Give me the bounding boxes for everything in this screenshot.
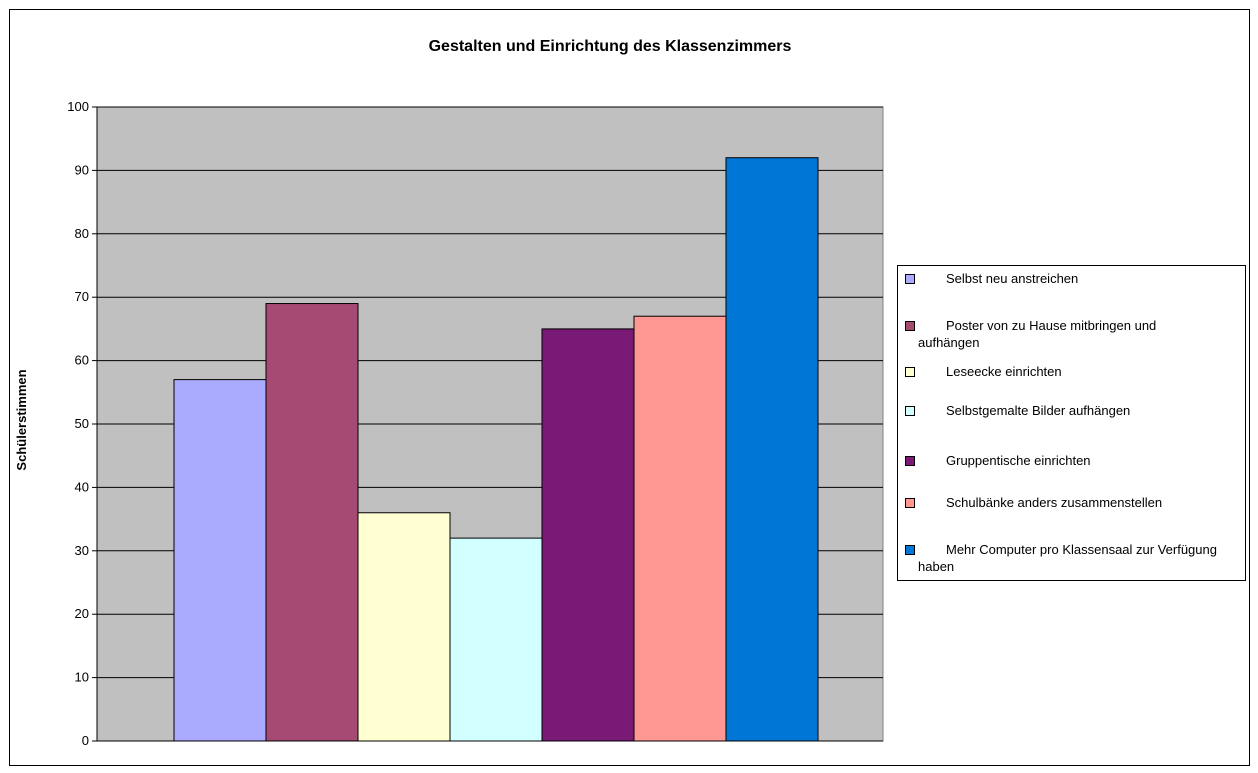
y-tick-label: 0 — [82, 733, 89, 748]
legend-label: Selbstgemalte Bilder aufhängen — [946, 403, 1131, 418]
bar — [633, 315, 727, 742]
bar — [357, 512, 451, 742]
chart-legend: Selbst neu anstreichen Poster von zu Haus… — [897, 265, 1246, 581]
legend-label: Mehr Computer pro Klassensaal zur Verfüg… — [918, 542, 1217, 574]
y-tick-label: 30 — [75, 543, 89, 558]
legend-swatch — [905, 321, 915, 331]
legend-label: Poster von zu Hause mitbringen und aufhä… — [918, 318, 1157, 350]
chart-title: Gestalten und Einrichtung des Klassenzim… — [428, 38, 792, 55]
bar — [541, 328, 635, 742]
bar — [449, 537, 543, 742]
legend-swatch — [905, 367, 915, 377]
y-tick-label: 100 — [67, 99, 89, 114]
bar — [265, 303, 359, 742]
y-tick-label: 40 — [75, 479, 89, 494]
legend-swatch — [905, 456, 915, 466]
y-tick-label: 20 — [75, 606, 89, 621]
y-tick-label: 70 — [75, 289, 89, 304]
y-tick-label: 50 — [75, 416, 89, 431]
y-tick-label: 10 — [75, 670, 89, 685]
bar — [725, 157, 819, 742]
legend-swatch — [905, 406, 915, 416]
y-tick-label: 90 — [75, 162, 89, 177]
legend-swatch — [905, 545, 915, 555]
legend-label: Gruppentische einrichten — [946, 453, 1091, 468]
legend-label: Schulbänke anders zusammenstellen — [946, 495, 1163, 510]
y-tick-label: 60 — [75, 353, 89, 368]
legend-label: Selbst neu anstreichen — [946, 271, 1079, 286]
legend-swatch — [905, 498, 915, 508]
y-tick-label: 80 — [75, 226, 89, 241]
legend-label: Leseecke einrichten — [946, 364, 1062, 379]
bar — [173, 379, 267, 742]
legend-swatch — [905, 274, 915, 284]
